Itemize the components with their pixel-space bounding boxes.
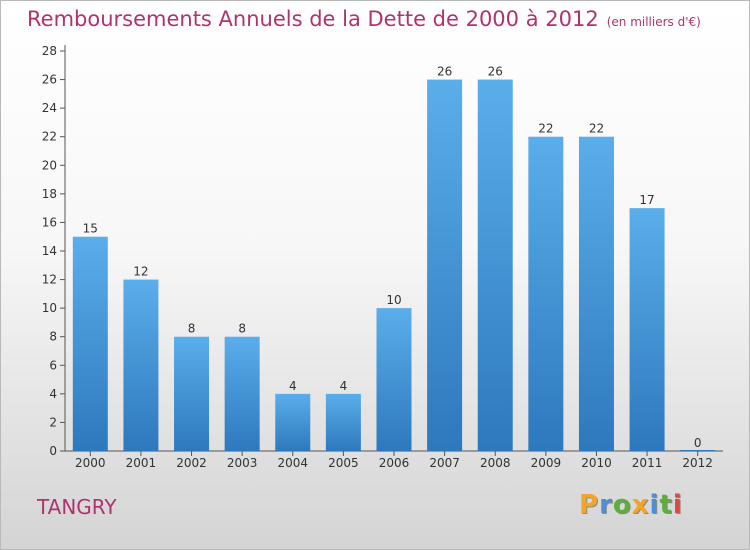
x-tick-label-2001: 2001 bbox=[126, 456, 157, 470]
data-label-2003: 8 bbox=[238, 322, 246, 336]
bar-2010 bbox=[578, 136, 614, 451]
bar-2009 bbox=[528, 136, 564, 451]
bar-2011 bbox=[629, 208, 665, 451]
x-tick-label-2002: 2002 bbox=[176, 456, 207, 470]
y-tick-label: 8 bbox=[49, 330, 57, 344]
data-label-2002: 8 bbox=[188, 322, 196, 336]
x-tick-label-2003: 2003 bbox=[227, 456, 258, 470]
y-tick-label: 28 bbox=[42, 44, 57, 58]
y-tick-label: 16 bbox=[42, 215, 57, 229]
y-tick-label: 2 bbox=[49, 415, 57, 429]
data-label-2008: 26 bbox=[488, 65, 503, 79]
data-label-2009: 22 bbox=[538, 122, 553, 136]
x-tick-label-2009: 2009 bbox=[531, 456, 562, 470]
data-label-2001: 12 bbox=[133, 265, 148, 279]
x-tick-label-2012: 2012 bbox=[682, 456, 713, 470]
y-tick-label: 4 bbox=[49, 387, 57, 401]
chart-title: Remboursements Annuels de la Dette de 20… bbox=[27, 7, 701, 31]
logo-letter: i bbox=[649, 490, 660, 520]
y-tick-label: 0 bbox=[49, 444, 57, 458]
x-tick-label-2005: 2005 bbox=[328, 456, 359, 470]
bar-2004 bbox=[275, 393, 311, 451]
proxiti-logo: Proxiti bbox=[579, 490, 683, 520]
data-label-2010: 22 bbox=[589, 122, 604, 136]
x-tick-label-2004: 2004 bbox=[277, 456, 308, 470]
data-label-2004: 4 bbox=[289, 379, 297, 393]
bar-2005 bbox=[325, 393, 361, 451]
data-label-2007: 26 bbox=[437, 65, 452, 79]
chart-unit-note: (en milliers d'€) bbox=[606, 15, 701, 29]
x-tick-label-2010: 2010 bbox=[581, 456, 612, 470]
data-label-2000: 15 bbox=[83, 222, 98, 236]
logo-letter: o bbox=[612, 490, 632, 520]
y-tick-label: 18 bbox=[42, 187, 57, 201]
data-label-2006: 10 bbox=[386, 293, 401, 307]
data-label-2005: 4 bbox=[340, 379, 348, 393]
x-tick-label-2007: 2007 bbox=[429, 456, 460, 470]
x-tick-label-2011: 2011 bbox=[632, 456, 663, 470]
logo-letter: x bbox=[631, 490, 650, 520]
y-tick-label: 6 bbox=[49, 358, 57, 372]
y-tick-label: 24 bbox=[42, 101, 57, 115]
bar-2002 bbox=[174, 336, 210, 451]
chart-title-text: Remboursements Annuels de la Dette de 20… bbox=[27, 7, 599, 31]
bar-2008 bbox=[477, 79, 513, 452]
logo-letter: r bbox=[599, 490, 613, 520]
data-label-2012: 0 bbox=[694, 436, 702, 450]
y-tick-label: 14 bbox=[42, 244, 57, 258]
bar-2006 bbox=[376, 308, 412, 451]
data-label-2011: 17 bbox=[639, 193, 654, 207]
x-tick-label-2000: 2000 bbox=[75, 456, 106, 470]
y-tick-label: 20 bbox=[42, 158, 57, 172]
x-tick-label-2008: 2008 bbox=[480, 456, 511, 470]
logo-letter: P bbox=[579, 490, 600, 520]
bar-2000 bbox=[72, 236, 108, 451]
logo-letter: t bbox=[659, 490, 673, 520]
logo-letter: i bbox=[672, 490, 683, 520]
y-tick-label: 22 bbox=[42, 130, 57, 144]
bar-2003 bbox=[224, 336, 260, 451]
bar-2007 bbox=[427, 79, 463, 452]
y-tick-label: 10 bbox=[42, 301, 57, 315]
y-tick-label: 12 bbox=[42, 273, 57, 287]
commune-name: TANGRY bbox=[37, 495, 117, 519]
bar-2001 bbox=[123, 279, 159, 451]
x-tick-label-2006: 2006 bbox=[379, 456, 410, 470]
y-tick-label: 26 bbox=[42, 73, 57, 87]
